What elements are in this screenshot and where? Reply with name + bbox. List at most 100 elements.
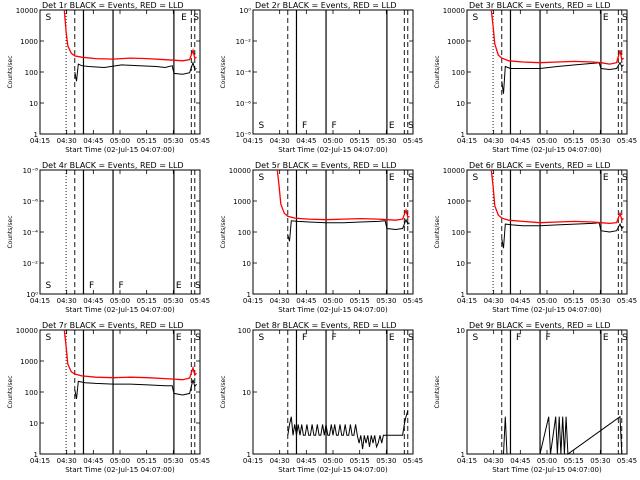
x-tick-label: 05:45 [190,297,210,305]
x-tick-label: 05:30 [376,297,396,305]
x-axis-label: Start Time (02-Jul-15 04:07:00) [492,466,602,474]
x-tick-label: 05:45 [403,297,423,305]
y-tick-label: 100 [25,69,38,77]
x-tick-label: 04:30 [270,137,290,145]
plot-frame [466,169,628,295]
x-tick-label: 04:45 [83,457,103,465]
x-tick-label: 04:45 [296,297,316,305]
plot-frame [39,9,201,135]
plot-panel-5: Det 5r BLACK = Events, RED = LLD 1 10 100 10… [220,161,423,314]
marker-E: E [389,121,395,131]
y-tick-label: 100 [452,229,465,237]
y-tick-label: 100 [238,327,251,335]
marker-S: S [258,121,264,131]
x-tick-label: 05:00 [537,297,557,305]
y-tick-label: 10 [29,100,38,108]
x-tick-label: 04:15 [457,457,477,465]
plot-title: Det 3r BLACK = Events, RED = LLD [469,1,611,10]
x-tick-label: 04:15 [243,137,263,145]
series-line-events [287,410,409,450]
y-axis-label: Counts/sec [220,215,227,248]
x-tick-label: 05:00 [110,297,130,305]
y-tick-label: 1 [247,291,251,299]
plot-title: Det 5r BLACK = Events, RED = LLD [255,161,397,170]
x-tick-label: 05:45 [190,137,210,145]
y-tick-label: 10 [456,100,465,108]
y-tick-label: 1 [34,451,38,459]
y-tick-label: 1000 [447,38,465,46]
x-tick-label: 05:30 [163,297,183,305]
series-line-events [74,379,197,399]
plot-panel-4: Det 4r BLACK = Events, RED = LLD 10⁰ 10⁻² 1… [7,161,210,314]
y-axis-label: Counts/sec [434,215,441,248]
y-tick-label: 100 [452,69,465,77]
y-tick-label: 10 [29,420,38,428]
y-tick-label: 10⁰ [26,291,38,299]
marker-S: S [472,13,478,23]
y-axis-label: Counts/sec [434,55,441,88]
plot-title: Det 1r BLACK = Events, RED = LLD [42,1,184,10]
x-tick-label: 05:00 [323,137,343,145]
x-tick-label: 05:30 [163,137,183,145]
marker-S: S [45,281,51,291]
series-line-events [501,222,624,249]
x-tick-label: 05:45 [617,457,637,465]
plot-panel-1: Det 1r BLACK = Events, RED = LLD 1 10 100 10… [7,1,210,154]
x-tick-label: 04:15 [30,457,50,465]
x-tick-label: 04:30 [57,137,77,145]
marker-E: E [181,13,187,23]
x-tick-label: 04:15 [30,137,50,145]
x-tick-label: 05:15 [137,457,157,465]
y-tick-label: 10000 [16,327,38,335]
x-tick-label: 05:45 [617,137,637,145]
marker-E: E [603,13,609,23]
x-tick-label: 05:45 [190,457,210,465]
plot-panel-2: Det 2r BLACK = Events, RED = LLD 10⁻⁸ 10⁻⁶… [220,1,423,154]
y-tick-label: 10000 [443,167,465,175]
marker-S: S [408,121,414,131]
series-line-lld [490,169,624,225]
y-tick-label: 100 [238,229,251,237]
marker-S: S [193,13,199,23]
marker-F: F [302,333,307,343]
marker-S: S [195,281,201,291]
y-tick-label: 10⁻⁴ [23,229,39,237]
x-tick-label: 05:30 [163,457,183,465]
plot-panel-9: Det 9r BLACK = Events, RED = LLD 1 10 04:15… [434,321,637,474]
marker-E: E [389,333,395,343]
plot-panel-3: Det 3r BLACK = Events, RED = LLD 1 10 100 10… [434,1,637,154]
x-tick-label: 05:15 [564,297,584,305]
x-axis-label: Start Time (02-Jul-15 04:07:00) [278,146,388,154]
x-tick-label: 04:15 [457,137,477,145]
y-tick-label: 10000 [443,7,465,15]
marker-S: S [622,333,628,343]
plot-title: Det 8r BLACK = Events, RED = LLD [255,321,397,330]
x-tick-label: 04:45 [510,137,530,145]
plot-panel-8: Det 8r BLACK = Events, RED = LLD 1 10 100 04… [220,321,423,474]
y-tick-label: 100 [25,389,38,397]
series-line-lld [63,329,197,381]
plot-title: Det 6r BLACK = Events, RED = LLD [469,161,611,170]
marker-F: F [119,281,124,291]
series-line-lld [276,169,410,221]
series-line-lld [63,9,197,62]
marker-F: F [546,333,551,343]
plot-frame [466,329,628,455]
plot-frame [252,9,414,135]
x-axis-label: Start Time (02-Jul-15 04:07:00) [65,306,175,314]
y-tick-label: 10000 [16,7,38,15]
x-tick-label: 04:30 [57,457,77,465]
x-tick-label: 05:30 [590,137,610,145]
x-tick-label: 04:45 [296,457,316,465]
x-tick-label: 04:45 [83,137,103,145]
x-tick-label: 04:15 [30,297,50,305]
plot-panel-7: Det 7r BLACK = Events, RED = LLD 1 10 100 10… [7,321,210,474]
x-axis-label: Start Time (02-Jul-15 04:07:00) [65,466,175,474]
marker-S: S [195,333,201,343]
x-tick-label: 04:30 [484,297,504,305]
x-tick-label: 05:00 [537,137,557,145]
y-tick-label: 1000 [447,198,465,206]
y-tick-label: 1000 [20,358,38,366]
x-tick-label: 04:15 [457,297,477,305]
